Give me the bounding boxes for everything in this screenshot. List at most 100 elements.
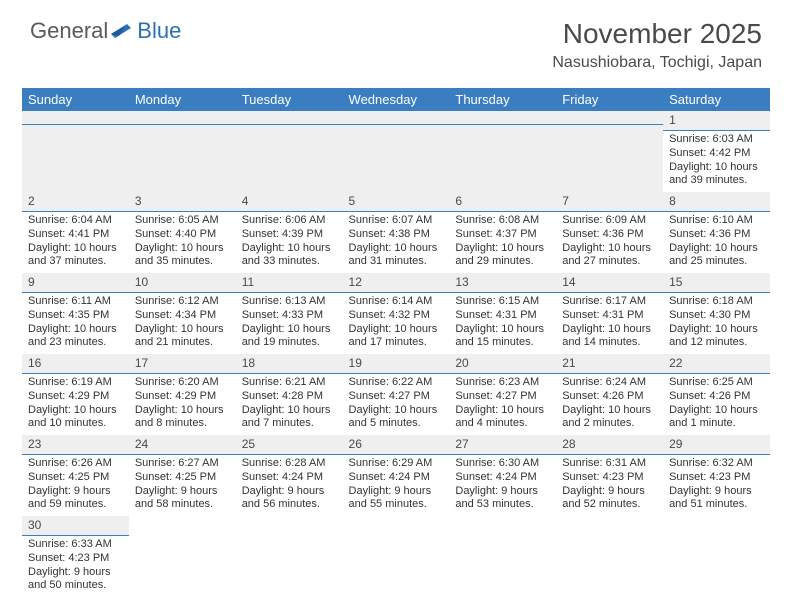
day-number: 26 — [343, 435, 450, 455]
day-body: Sunrise: 6:32 AMSunset: 4:23 PMDaylight:… — [663, 455, 770, 516]
day-number: 2 — [22, 192, 129, 212]
sunset-text: Sunset: 4:31 PM — [562, 309, 657, 323]
daylight-text: Daylight: 9 hours and 52 minutes. — [562, 485, 657, 513]
sunset-text: Sunset: 4:26 PM — [562, 390, 657, 404]
day-number: 27 — [449, 435, 556, 455]
calendar-cell: 5Sunrise: 6:07 AMSunset: 4:38 PMDaylight… — [343, 192, 450, 273]
sunset-text: Sunset: 4:25 PM — [135, 471, 230, 485]
calendar-cell: 8Sunrise: 6:10 AMSunset: 4:36 PMDaylight… — [663, 192, 770, 273]
day-body: Sunrise: 6:18 AMSunset: 4:30 PMDaylight:… — [663, 293, 770, 354]
day-body: Sunrise: 6:09 AMSunset: 4:36 PMDaylight:… — [556, 212, 663, 273]
weekday-thursday: Thursday — [449, 88, 556, 111]
weekday-sunday: Sunday — [22, 88, 129, 111]
day-number: 12 — [343, 273, 450, 293]
sunset-text: Sunset: 4:38 PM — [349, 228, 444, 242]
calendar-cell: 22Sunrise: 6:25 AMSunset: 4:26 PMDayligh… — [663, 354, 770, 435]
daylight-text: Daylight: 10 hours and 14 minutes. — [562, 323, 657, 351]
sunset-text: Sunset: 4:33 PM — [242, 309, 337, 323]
calendar-row: 16Sunrise: 6:19 AMSunset: 4:29 PMDayligh… — [22, 354, 770, 435]
daylight-text: Daylight: 9 hours and 50 minutes. — [28, 566, 123, 594]
sunrise-text: Sunrise: 6:04 AM — [28, 214, 123, 228]
daylight-text: Daylight: 10 hours and 21 minutes. — [135, 323, 230, 351]
day-number: 16 — [22, 354, 129, 374]
sunrise-text: Sunrise: 6:08 AM — [455, 214, 550, 228]
page-title: November 2025 — [552, 18, 762, 50]
sunrise-text: Sunrise: 6:25 AM — [669, 376, 764, 390]
sunrise-text: Sunrise: 6:24 AM — [562, 376, 657, 390]
sunrise-text: Sunrise: 6:06 AM — [242, 214, 337, 228]
sunset-text: Sunset: 4:31 PM — [455, 309, 550, 323]
weekday-saturday: Saturday — [663, 88, 770, 111]
calendar-cell — [236, 111, 343, 192]
day-number: 30 — [22, 516, 129, 536]
daylight-text: Daylight: 10 hours and 23 minutes. — [28, 323, 123, 351]
day-number: 19 — [343, 354, 450, 374]
day-number: 11 — [236, 273, 343, 293]
sunset-text: Sunset: 4:40 PM — [135, 228, 230, 242]
day-body: Sunrise: 6:19 AMSunset: 4:29 PMDaylight:… — [22, 374, 129, 435]
daylight-text: Daylight: 10 hours and 17 minutes. — [349, 323, 444, 351]
day-body: Sunrise: 6:17 AMSunset: 4:31 PMDaylight:… — [556, 293, 663, 354]
sunrise-text: Sunrise: 6:30 AM — [455, 457, 550, 471]
calendar-cell: 30Sunrise: 6:33 AMSunset: 4:23 PMDayligh… — [22, 516, 129, 597]
day-body: Sunrise: 6:29 AMSunset: 4:24 PMDaylight:… — [343, 455, 450, 516]
day-number: 23 — [22, 435, 129, 455]
daylight-text: Daylight: 9 hours and 58 minutes. — [135, 485, 230, 513]
daylight-text: Daylight: 9 hours and 56 minutes. — [242, 485, 337, 513]
day-body: Sunrise: 6:22 AMSunset: 4:27 PMDaylight:… — [343, 374, 450, 435]
calendar-cell: 23Sunrise: 6:26 AMSunset: 4:25 PMDayligh… — [22, 435, 129, 516]
daylight-text: Daylight: 10 hours and 4 minutes. — [455, 404, 550, 432]
sunrise-text: Sunrise: 6:33 AM — [28, 538, 123, 552]
logo-text-general: General — [30, 18, 108, 44]
weekday-monday: Monday — [129, 88, 236, 111]
weekday-wednesday: Wednesday — [343, 88, 450, 111]
sunrise-text: Sunrise: 6:15 AM — [455, 295, 550, 309]
day-number: 29 — [663, 435, 770, 455]
day-number: 5 — [343, 192, 450, 212]
daylight-text: Daylight: 9 hours and 59 minutes. — [28, 485, 123, 513]
day-body: Sunrise: 6:11 AMSunset: 4:35 PMDaylight:… — [22, 293, 129, 354]
day-number: 20 — [449, 354, 556, 374]
calendar-cell: 17Sunrise: 6:20 AMSunset: 4:29 PMDayligh… — [129, 354, 236, 435]
sunset-text: Sunset: 4:35 PM — [28, 309, 123, 323]
calendar-cell: 27 Sunrise: 6:30 AMSunset: 4:24 PMDayligh… — [449, 435, 556, 516]
sunset-text: Sunset: 4:24 PM — [349, 471, 444, 485]
day-body: Sunrise: 6:31 AMSunset: 4:23 PMDaylight:… — [556, 455, 663, 516]
calendar-cell: 1Sunrise: 6:03 AMSunset: 4:42 PMDaylight… — [663, 111, 770, 192]
calendar-cell — [663, 516, 770, 597]
calendar-cell — [449, 111, 556, 192]
day-number: 17 — [129, 354, 236, 374]
day-body: Sunrise: 6:10 AMSunset: 4:36 PMDaylight:… — [663, 212, 770, 273]
sunrise-text: Sunrise: 6:09 AM — [562, 214, 657, 228]
sunset-text: Sunset: 4:29 PM — [28, 390, 123, 404]
day-number: 6 — [449, 192, 556, 212]
day-body: Sunrise: 6:12 AMSunset: 4:34 PMDaylight:… — [129, 293, 236, 354]
calendar-row: 1Sunrise: 6:03 AMSunset: 4:42 PMDaylight… — [22, 111, 770, 192]
day-body: Sunrise: 6:06 AMSunset: 4:39 PMDaylight:… — [236, 212, 343, 273]
day-body: Sunrise: 6:23 AMSunset: 4:27 PMDaylight:… — [449, 374, 556, 435]
calendar-cell: 28Sunrise: 6:31 AMSunset: 4:23 PMDayligh… — [556, 435, 663, 516]
day-body: Sunrise: 6:14 AMSunset: 4:32 PMDaylight:… — [343, 293, 450, 354]
calendar-row: 9Sunrise: 6:11 AMSunset: 4:35 PMDaylight… — [22, 273, 770, 354]
sunrise-text: Sunrise: 6:20 AM — [135, 376, 230, 390]
sunrise-text: Sunrise: 6:11 AM — [28, 295, 123, 309]
title-block: November 2025 Nasushiobara, Tochigi, Jap… — [552, 18, 762, 72]
sunset-text: Sunset: 4:24 PM — [242, 471, 337, 485]
sunset-text: Sunset: 4:36 PM — [669, 228, 764, 242]
daylight-text: Daylight: 10 hours and 19 minutes. — [242, 323, 337, 351]
calendar-row: 23Sunrise: 6:26 AMSunset: 4:25 PMDayligh… — [22, 435, 770, 516]
logo-text-blue: Blue — [137, 18, 181, 44]
daylight-text: Daylight: 10 hours and 5 minutes. — [349, 404, 444, 432]
sunset-text: Sunset: 4:29 PM — [135, 390, 230, 404]
calendar-cell — [343, 111, 450, 192]
sunset-text: Sunset: 4:36 PM — [562, 228, 657, 242]
logo: General Blue — [30, 18, 181, 44]
daylight-text: Daylight: 10 hours and 31 minutes. — [349, 242, 444, 270]
daylight-text: Daylight: 9 hours and 53 minutes. — [455, 485, 550, 513]
day-body: Sunrise: 6:24 AMSunset: 4:26 PMDaylight:… — [556, 374, 663, 435]
day-body: Sunrise: 6:21 AMSunset: 4:28 PMDaylight:… — [236, 374, 343, 435]
sunset-text: Sunset: 4:30 PM — [669, 309, 764, 323]
calendar-cell: 25Sunrise: 6:28 AMSunset: 4:24 PMDayligh… — [236, 435, 343, 516]
sunset-text: Sunset: 4:24 PM — [455, 471, 550, 485]
day-body: Sunrise: 6:27 AMSunset: 4:25 PMDaylight:… — [129, 455, 236, 516]
